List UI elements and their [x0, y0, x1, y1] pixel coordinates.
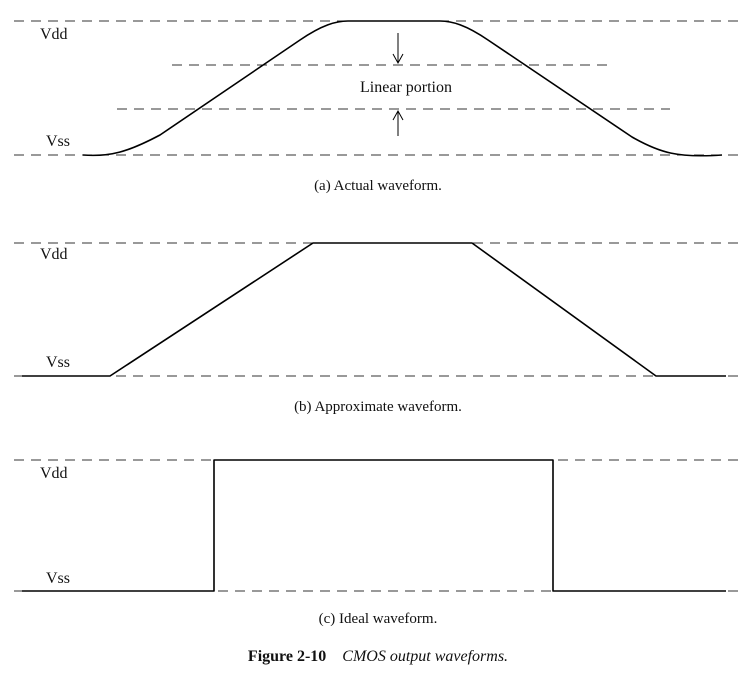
ideal-waveform-trace: [22, 459, 726, 592]
vss-label-c: Vss: [46, 570, 70, 587]
figure-title: CMOS output waveforms.: [342, 648, 508, 665]
caption-b: (b) Approximate waveform.: [294, 399, 462, 415]
vdd-label-b: Vdd: [40, 246, 68, 263]
caption-c: (c) Ideal waveform.: [319, 611, 438, 627]
vdd-label-c: Vdd: [40, 465, 68, 482]
vdd-label-a: Vdd: [40, 26, 68, 43]
figure-number: Figure 2-10: [248, 648, 326, 665]
vss-label-a: Vss: [46, 133, 70, 150]
panel-approximate-waveform: Vdd Vss (b) Approximate waveform.: [14, 242, 740, 415]
linear-bottom-arrow-head: [392, 109, 404, 121]
linear-top-arrow-head: [392, 53, 404, 65]
vss-label-b: Vss: [46, 354, 70, 371]
approximate-waveform-trace: [22, 242, 726, 377]
panel-ideal-waveform: Vdd Vss (c) Ideal waveform.: [14, 459, 740, 627]
linear-portion-label: Linear portion: [360, 79, 452, 96]
actual-waveform-curve: [82, 20, 723, 157]
figure-caption: Figure 2-10 CMOS output waveforms.: [248, 648, 508, 665]
caption-a: (a) Actual waveform.: [314, 178, 442, 194]
panel-actual-waveform: Vdd Vss Linear portion (a) Actual wavefo…: [14, 20, 740, 194]
